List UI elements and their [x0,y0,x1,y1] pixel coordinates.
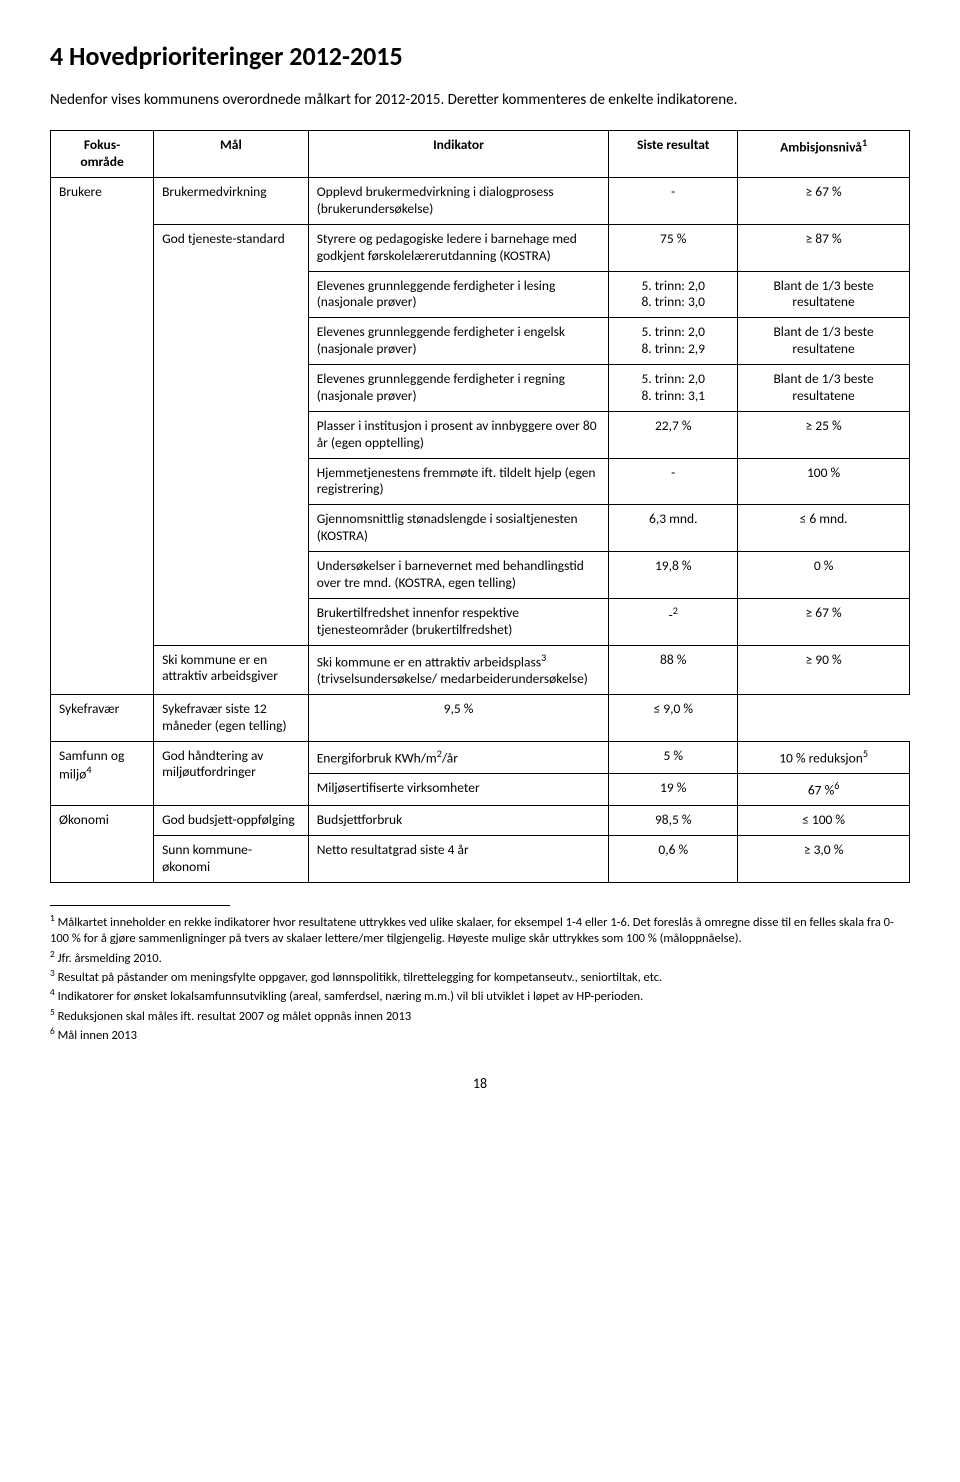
cell-indikator: Ski kommune er en attraktiv arbeidsplass… [308,645,609,694]
cell-siste: 22,7 % [609,411,738,458]
th-siste: Siste resultat [609,131,738,178]
cell-indikator: Netto resultatgrad siste 4 år [308,836,609,883]
cell-ambisjon: 100 % [738,458,910,505]
cell-indikator: Hjemmetjenestens fremmøte ift. tildelt h… [308,458,609,505]
cell-siste: 9,5 % [308,694,609,741]
cell-siste: 88 % [609,645,738,694]
cell-siste: 5. trinn: 2,0 8. trinn: 3,1 [609,365,738,412]
cell-indikator: Brukertilfredshet innenfor respektive tj… [308,598,609,645]
page-number: 18 [50,1075,910,1092]
cell-siste: 75 % [609,224,738,271]
cell-indikator: Miljøsertifiserte virksomheter [308,773,609,805]
cell-siste: 0,6 % [609,836,738,883]
table-row: Samfunn og miljø4God håndtering av miljø… [51,741,910,773]
cell-indikator: Plasser i institusjon i prosent av innby… [308,411,609,458]
cell-ambisjon: 0 % [738,552,910,599]
cell-ambisjon: Blant de 1/3 beste resultatene [738,318,910,365]
cell-siste: - [609,178,738,225]
th-fokus: Fokus- område [51,131,154,178]
footnote: 3 Resultat på påstander om meningsfylte … [50,967,910,986]
cell-mal: Brukermedvirkning [154,178,309,225]
cell-siste: 5 % [609,741,738,773]
table-row: SykefraværSykefravær siste 12 måneder (e… [51,694,910,741]
cell-indikator: Budsjettforbruk [308,806,609,836]
cell-indikator: Elevenes grunnleggende ferdigheter i eng… [308,318,609,365]
cell-indikator: Elevenes grunnleggende ferdigheter i reg… [308,365,609,412]
cell-siste: 98,5 % [609,806,738,836]
table-row: BrukereBrukermedvirkningOpplevd brukerme… [51,178,910,225]
cell-ambisjon: ≥ 25 % [738,411,910,458]
intro-paragraph: Nedenfor vises kommunens overordnede mål… [50,90,910,110]
cell-ambisjon: ≤ 6 mnd. [738,505,910,552]
cell-fokus: Brukere [51,178,154,695]
cell-fokus: Samfunn og miljø4 [51,741,154,806]
cell-ambisjon: Blant de 1/3 beste resultatene [738,365,910,412]
cell-fokus: Økonomi [51,806,154,883]
table-row: Sunn kommune-økonomiNetto resultatgrad s… [51,836,910,883]
cell-mal: Ski kommune er en attraktiv arbeidsgiver [154,645,309,694]
th-ambisjon: Ambisjonsnivå1 [738,131,910,178]
cell-indikator: Energiforbruk KWh/m2/år [308,741,609,773]
cell-ambisjon: 67 %6 [738,773,910,805]
table-row: ØkonomiGod budsjett-oppfølgingBudsjettfo… [51,806,910,836]
th-mal: Mål [154,131,309,178]
cell-ambisjon: ≥ 87 % [738,224,910,271]
cell-mal: Sykefravær [51,694,154,741]
cell-indikator: Opplevd brukermedvirkning i dialogproses… [308,178,609,225]
cell-mal: God håndtering av miljøutfordringer [154,741,309,806]
cell-indikator: Styrere og pedagogiske ledere i barnehag… [308,224,609,271]
footnote: 2 Jfr. årsmelding 2010. [50,948,910,967]
cell-ambisjon: 10 % reduksjon5 [738,741,910,773]
cell-ambisjon: Blant de 1/3 beste resultatene [738,271,910,318]
cell-indikator: Gjennomsnittlig stønadslengde i sosialtj… [308,505,609,552]
cell-siste: 19,8 % [609,552,738,599]
cell-indikator: Sykefravær siste 12 måneder (egen tellin… [154,694,309,741]
cell-mal: God budsjett-oppfølging [154,806,309,836]
cell-indikator: Elevenes grunnleggende ferdigheter i les… [308,271,609,318]
cell-ambisjon: ≤ 9,0 % [609,694,738,741]
cell-siste: 5. trinn: 2,0 8. trinn: 2,9 [609,318,738,365]
cell-indikator: Undersøkelser i barnevernet med behandli… [308,552,609,599]
footnotes: 1 Målkartet inneholder en rekke indikato… [50,905,910,1045]
footnote: 5 Reduksjonen skal måles ift. resultat 2… [50,1006,910,1025]
cell-ambisjon: ≥ 67 % [738,598,910,645]
malkart-table: Fokus- område Mål Indikator Siste result… [50,130,910,883]
cell-siste: - [609,458,738,505]
footnote: 4 Indikatorer for ønsket lokalsamfunnsut… [50,986,910,1005]
cell-ambisjon: ≥ 90 % [738,645,910,694]
cell-siste: 19 % [609,773,738,805]
cell-ambisjon: ≤ 100 % [738,806,910,836]
cell-mal: God tjeneste-standard [154,224,309,645]
th-indikator: Indikator [308,131,609,178]
cell-mal: Sunn kommune-økonomi [154,836,309,883]
footnote: 1 Målkartet inneholder en rekke indikato… [50,912,910,948]
footnote: 6 Mål innen 2013 [50,1025,910,1044]
cell-siste: 6,3 mnd. [609,505,738,552]
cell-ambisjon: ≥ 67 % [738,178,910,225]
table-row: Ski kommune er en attraktiv arbeidsgiver… [51,645,910,694]
cell-siste: -2 [609,598,738,645]
cell-ambisjon: ≥ 3,0 % [738,836,910,883]
page-heading: 4 Hovedprioriteringer 2012-2015 [50,40,910,72]
table-row: God tjeneste-standardStyrere og pedagogi… [51,224,910,271]
cell-siste: 5. trinn: 2,0 8. trinn: 3,0 [609,271,738,318]
